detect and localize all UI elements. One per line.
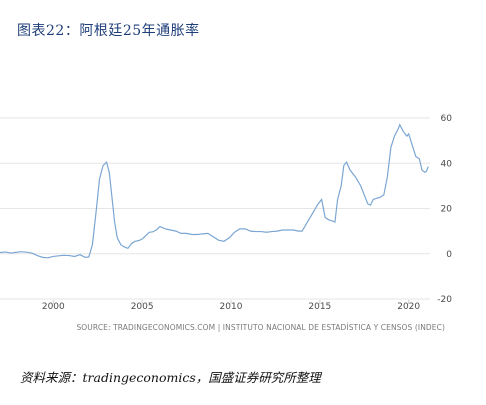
inflation-series-line [0, 123, 429, 259]
inflation-line-chart: 60 40 20 0 -20 2000 2005 2010 2015 2020 SOURCE: T… [0, 114, 452, 332]
x-tick-label: 2020 [397, 302, 420, 312]
x-tick-label: 2015 [308, 302, 331, 312]
y-tick-label: 60 [441, 114, 453, 124]
x-tick-label: 2000 [42, 302, 65, 312]
tick-layer: 60 40 20 0 -20 2000 2005 2010 2015 2020 [42, 114, 452, 312]
y-tick-label: 40 [441, 159, 453, 169]
x-tick-label: 2010 [220, 302, 243, 312]
figure-source-note: 资料来源：tradingeconomics，国盛证券研究所整理 [20, 370, 321, 385]
x-tick-label: 2005 [131, 302, 154, 312]
chart-source-label: SOURCE: TRADINGECONOMICS.COM | INSTITUTO… [76, 323, 445, 332]
y-tick-label: -20 [437, 295, 452, 305]
grid-layer [0, 117, 430, 300]
y-tick-label: 20 [441, 205, 453, 215]
y-tick-label: 0 [446, 250, 452, 260]
figure-title: 图表22：阿根廷25年通胀率 [17, 23, 200, 39]
